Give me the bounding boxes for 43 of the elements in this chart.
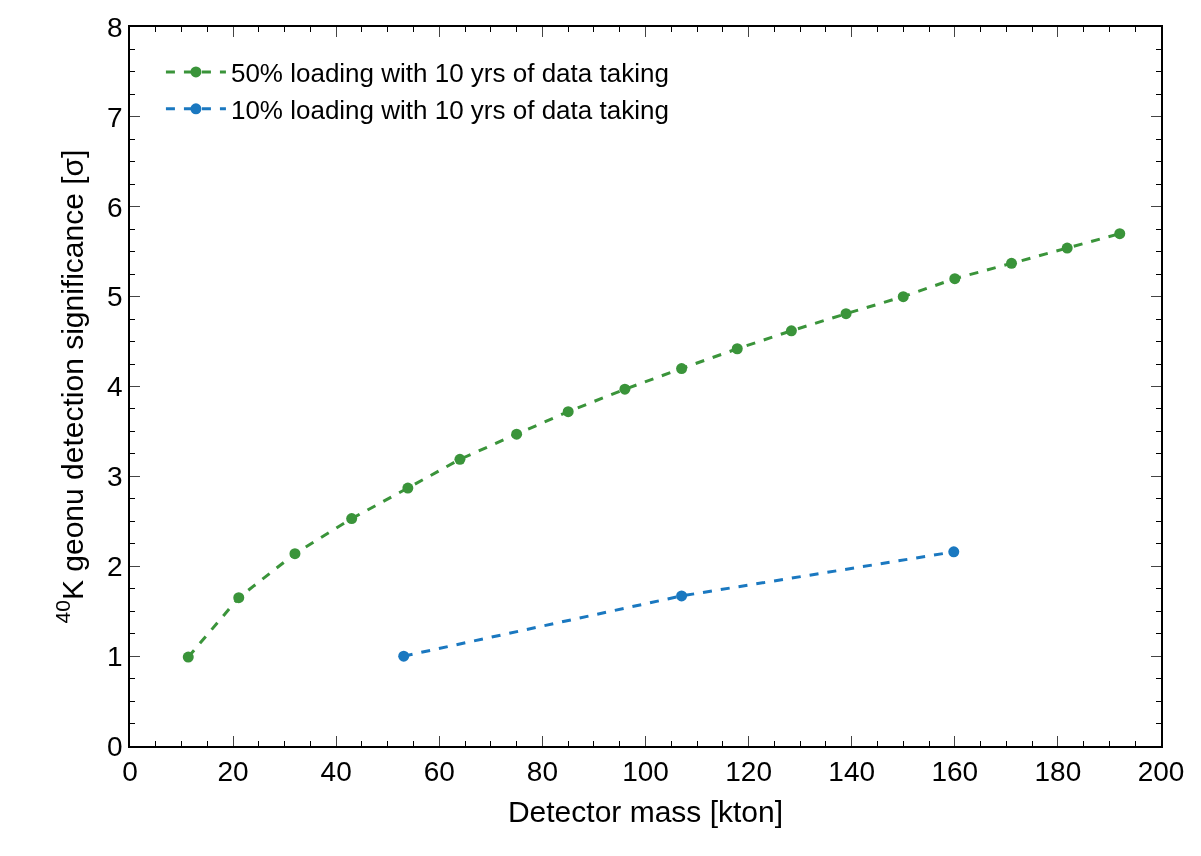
point bbox=[289, 548, 301, 560]
y-tick-label: 6 bbox=[107, 191, 123, 223]
x-tick-label: 60 bbox=[423, 756, 455, 788]
point bbox=[1114, 228, 1126, 240]
y-tick-label: 7 bbox=[107, 101, 123, 133]
x-tick-label: 160 bbox=[931, 756, 979, 788]
point bbox=[1006, 257, 1018, 269]
x-tick-label: 80 bbox=[526, 756, 558, 788]
x-tick-label: 20 bbox=[217, 756, 249, 788]
y-tick-label: 3 bbox=[107, 461, 123, 493]
point bbox=[511, 428, 523, 440]
x-tick-label: 140 bbox=[828, 756, 876, 788]
y-tick-label: 2 bbox=[107, 551, 123, 583]
legend-label: 10% loading with 10 yrs of data taking bbox=[230, 94, 669, 125]
point bbox=[402, 482, 414, 494]
point bbox=[949, 273, 961, 285]
point bbox=[454, 453, 466, 465]
y-tick-label: 8 bbox=[107, 11, 123, 43]
point bbox=[398, 650, 410, 662]
x-tick-label: 100 bbox=[622, 756, 669, 788]
y-tick-label: 0 bbox=[107, 730, 123, 762]
x-tick-label: 40 bbox=[320, 756, 352, 788]
point bbox=[731, 343, 743, 355]
x-tick-label: 180 bbox=[1034, 756, 1082, 788]
point bbox=[840, 308, 852, 320]
y-tick-label: 5 bbox=[107, 281, 123, 313]
x-axis-title: Detector mass [kton] bbox=[507, 795, 784, 829]
point bbox=[562, 406, 574, 418]
point bbox=[948, 546, 960, 558]
point bbox=[785, 325, 797, 337]
x-tick-label: 120 bbox=[725, 756, 772, 788]
x-tick-label: 200 bbox=[1137, 756, 1185, 788]
y-tick-label: 4 bbox=[107, 371, 123, 403]
point bbox=[346, 513, 358, 525]
point bbox=[182, 651, 194, 663]
point bbox=[619, 383, 631, 395]
point bbox=[233, 592, 245, 604]
point bbox=[676, 363, 688, 375]
y-tick-label: 1 bbox=[107, 640, 123, 672]
legend-label: 50% loading with 10 yrs of data taking bbox=[230, 58, 669, 89]
point bbox=[676, 590, 688, 602]
point bbox=[1061, 242, 1073, 254]
point bbox=[897, 291, 909, 303]
